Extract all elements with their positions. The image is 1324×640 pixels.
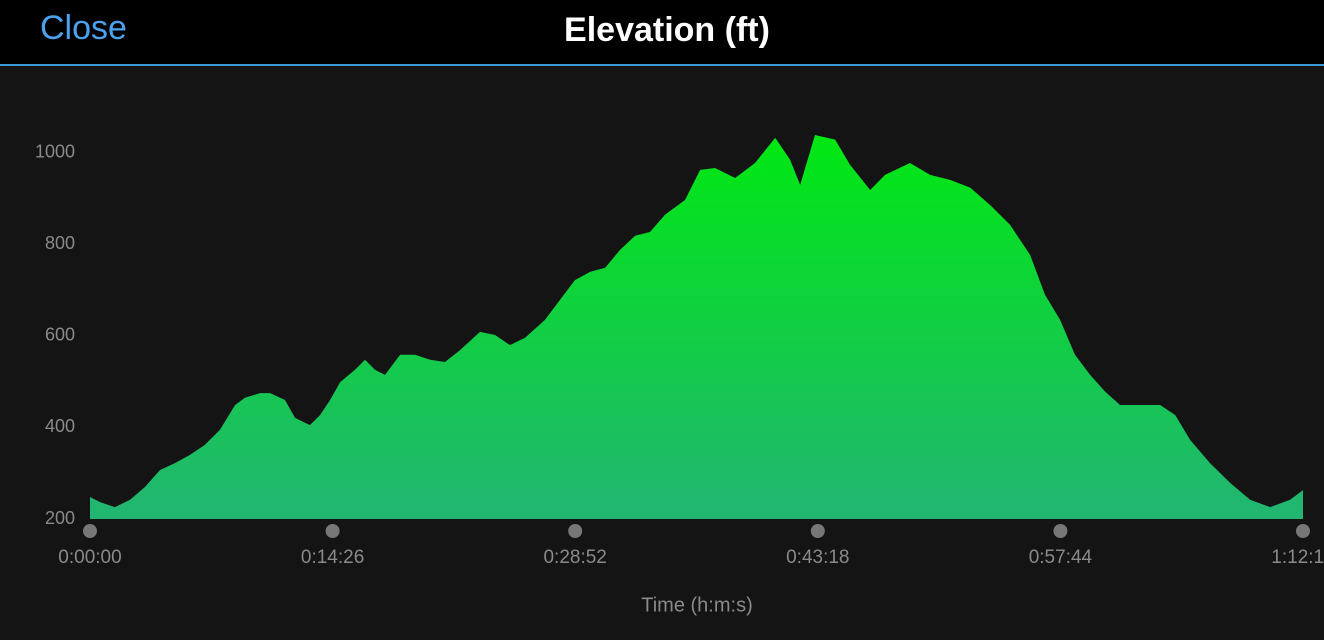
x-tick-dot (568, 524, 583, 538)
elevation-area (90, 135, 1303, 519)
x-tick-dot (810, 524, 825, 538)
x-tick-label: 0:00:00 (58, 547, 121, 568)
x-tick-label: 0:14:26 (301, 547, 364, 568)
chart-title: Elevation (ft) (564, 11, 770, 49)
x-tick-dot (1296, 524, 1310, 538)
x-tick-dot (83, 524, 97, 538)
x-tick-label: 0:57:44 (1029, 547, 1093, 568)
x-tick-dot (325, 524, 340, 538)
y-tick-label: 600 (45, 325, 75, 345)
x-axis-title: Time (h:m:s) (641, 594, 752, 616)
y-tick-label: 200 (45, 508, 75, 528)
x-tick-label: 1:12:10 (1271, 547, 1324, 568)
x-tick-label: 0:43:18 (786, 547, 849, 568)
header-bar (0, 0, 1324, 64)
y-tick-label: 400 (45, 416, 75, 436)
x-tick-label: 0:28:52 (543, 547, 606, 568)
y-tick-label: 1000 (35, 142, 75, 162)
close-button[interactable]: Close (40, 9, 127, 47)
x-tick-dot (1053, 524, 1068, 538)
y-tick-label: 800 (45, 233, 75, 253)
